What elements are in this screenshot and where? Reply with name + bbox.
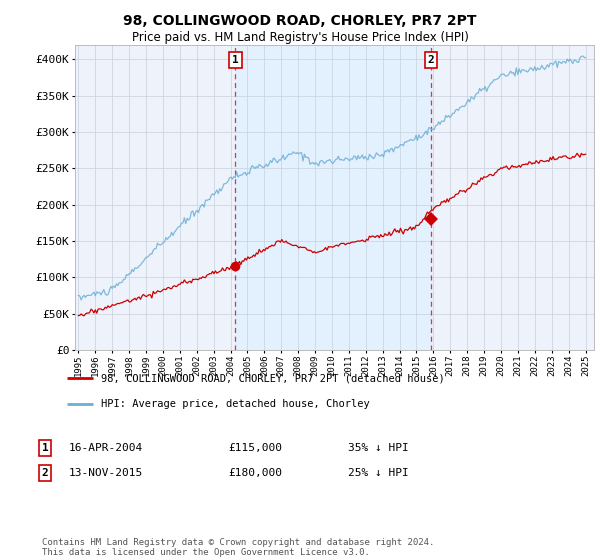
Text: 2: 2 [41,468,49,478]
Text: 1: 1 [41,443,49,453]
Text: HPI: Average price, detached house, Chorley: HPI: Average price, detached house, Chor… [101,399,370,409]
Text: £115,000: £115,000 [228,443,282,453]
Text: Price paid vs. HM Land Registry's House Price Index (HPI): Price paid vs. HM Land Registry's House … [131,31,469,44]
Text: 35% ↓ HPI: 35% ↓ HPI [348,443,409,453]
Text: 2: 2 [428,55,434,65]
Text: Contains HM Land Registry data © Crown copyright and database right 2024.
This d: Contains HM Land Registry data © Crown c… [42,538,434,557]
Text: 1: 1 [232,55,239,65]
Text: 98, COLLINGWOOD ROAD, CHORLEY, PR7 2PT: 98, COLLINGWOOD ROAD, CHORLEY, PR7 2PT [123,14,477,28]
Bar [235,45,431,350]
Text: 13-NOV-2015: 13-NOV-2015 [69,468,143,478]
Text: £180,000: £180,000 [228,468,282,478]
Text: 16-APR-2004: 16-APR-2004 [69,443,143,453]
Text: 98, COLLINGWOOD ROAD, CHORLEY, PR7 2PT (detached house): 98, COLLINGWOOD ROAD, CHORLEY, PR7 2PT (… [101,374,445,384]
Text: 25% ↓ HPI: 25% ↓ HPI [348,468,409,478]
